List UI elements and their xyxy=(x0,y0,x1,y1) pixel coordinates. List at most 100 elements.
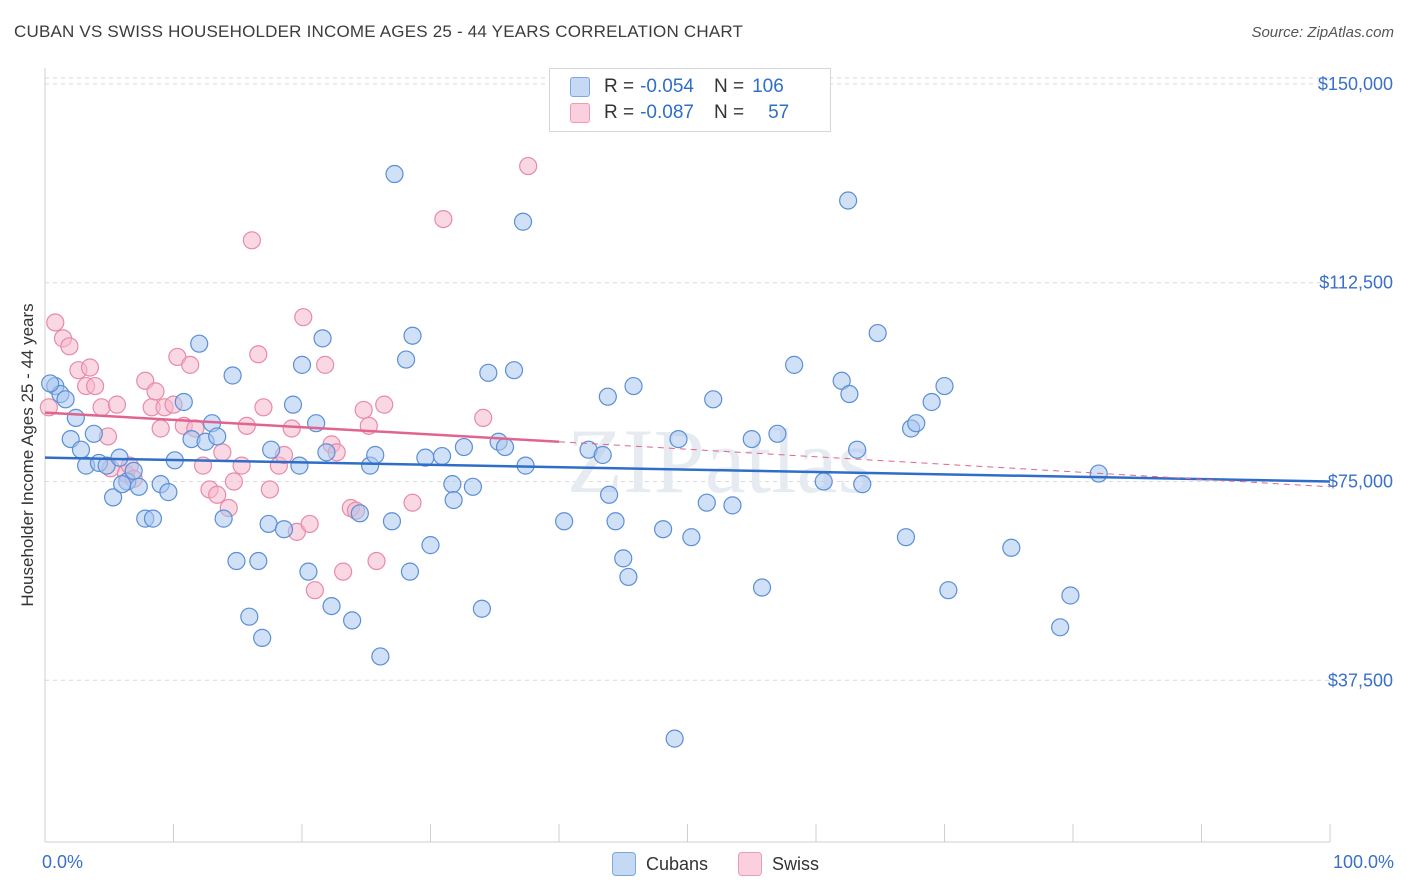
swiss-trendline xyxy=(44,411,560,443)
y-tick-label: $112,500 xyxy=(1319,273,1393,293)
n-label: N = xyxy=(713,76,745,97)
cuban-point xyxy=(1061,586,1080,605)
cuban-point xyxy=(290,456,309,475)
cubans-swatch xyxy=(570,77,590,97)
x-tick-min: 0.0% xyxy=(42,852,84,872)
x-tick-max: 100.0% xyxy=(1332,852,1394,872)
correlation-legend: R = -0.054 N = 106 R = -0.087 N = 57 xyxy=(549,68,831,132)
swiss-point xyxy=(86,376,105,396)
cuban-point xyxy=(935,376,954,396)
r-label: R = xyxy=(604,102,635,123)
cuban-point xyxy=(129,477,148,496)
cuban-point xyxy=(495,437,515,457)
trendlines xyxy=(44,411,1331,488)
cuban-point xyxy=(283,395,303,414)
cuban-point xyxy=(371,647,390,666)
swiss-point xyxy=(375,395,394,414)
r-value: -0.087 xyxy=(640,102,694,123)
cuban-point xyxy=(259,514,278,534)
cuban-point xyxy=(190,334,209,353)
cuban-point xyxy=(253,628,272,647)
cuban-point xyxy=(366,445,385,465)
cuban-point xyxy=(922,392,941,412)
cuban-point xyxy=(704,390,723,409)
r-value: -0.054 xyxy=(640,76,694,97)
cuban-point xyxy=(697,493,716,512)
cuban-point xyxy=(396,350,416,369)
chart-title: CUBAN VS SWISS HOUSEHOLDER INCOME AGES 2… xyxy=(14,22,744,41)
n-value: 106 xyxy=(752,76,784,97)
cuban-point xyxy=(385,164,404,184)
swiss-legend-label: Swiss xyxy=(772,853,820,874)
swiss-swatch xyxy=(570,103,590,123)
cuban-point xyxy=(785,355,804,374)
cuban-point xyxy=(752,578,772,597)
axes xyxy=(44,68,1331,843)
cuban-point xyxy=(839,191,858,210)
swiss-point xyxy=(146,382,165,401)
cuban-point xyxy=(274,520,294,539)
legend-row-swiss: R = -0.087 N = 57 xyxy=(570,100,789,126)
swiss-point xyxy=(213,443,232,462)
cuban-point xyxy=(143,509,163,528)
source-label: Source: ZipAtlas.com xyxy=(1251,24,1394,41)
cubans-legend-label: Cubans xyxy=(646,853,709,874)
cuban-point xyxy=(174,392,193,412)
cuban-point xyxy=(71,440,91,459)
cuban-point xyxy=(432,446,452,466)
cuban-point xyxy=(124,461,143,481)
cuban-point xyxy=(400,562,420,581)
swiss-point xyxy=(249,345,268,364)
swiss-point xyxy=(403,493,422,512)
swiss-point xyxy=(294,308,313,327)
swiss-point xyxy=(80,358,100,377)
swiss-legend-swatch xyxy=(738,852,763,876)
cuban-point xyxy=(479,363,498,382)
n-label: N = xyxy=(713,102,745,123)
legend-row-cubans: R = -0.054 N = 106 xyxy=(570,74,784,100)
cuban-point xyxy=(653,520,673,539)
n-value: 57 xyxy=(768,102,790,123)
cuban-point xyxy=(322,596,341,616)
cuban-point xyxy=(814,472,833,491)
cuban-point xyxy=(249,551,268,571)
y-tick-labels: $37,500 $75,000 $112,500 $150,000 xyxy=(1318,74,1393,690)
cuban-point xyxy=(723,496,742,515)
swiss-point xyxy=(208,485,227,504)
cuban-point xyxy=(593,445,612,465)
cuban-point xyxy=(848,440,867,459)
cuban-point xyxy=(840,384,859,404)
swiss-point xyxy=(92,398,111,417)
swiss-point xyxy=(237,416,256,435)
cuban-point xyxy=(742,429,761,449)
cuban-point xyxy=(896,528,916,547)
y-tick-label: $150,000 xyxy=(1318,74,1393,94)
cuban-point xyxy=(665,729,684,748)
swiss-point xyxy=(367,551,386,571)
cuban-point xyxy=(600,485,619,504)
y-tick-label: $75,000 xyxy=(1328,472,1393,492)
cuban-point xyxy=(853,475,872,494)
swiss-point xyxy=(474,408,493,427)
swiss-point xyxy=(254,398,273,417)
cuban-point xyxy=(444,490,463,510)
cuban-point xyxy=(223,366,242,385)
cuban-point xyxy=(66,408,85,427)
cuban-point xyxy=(768,424,787,443)
cuban-point xyxy=(1002,538,1021,557)
legend-item-cubans: Cubans xyxy=(612,852,708,876)
cuban-point xyxy=(350,504,369,523)
cuban-point xyxy=(208,427,227,446)
cuban-point xyxy=(382,512,402,531)
swiss-point xyxy=(354,400,373,420)
swiss-point xyxy=(232,456,251,475)
cuban-point xyxy=(555,512,574,531)
swiss-point xyxy=(300,514,319,534)
swiss-point xyxy=(434,209,453,229)
cuban-point xyxy=(110,448,129,467)
cuban-point xyxy=(112,475,132,494)
cuban-point xyxy=(504,361,524,380)
swiss-point xyxy=(260,480,279,499)
cuban-point xyxy=(227,551,246,571)
cuban-point xyxy=(614,549,633,568)
